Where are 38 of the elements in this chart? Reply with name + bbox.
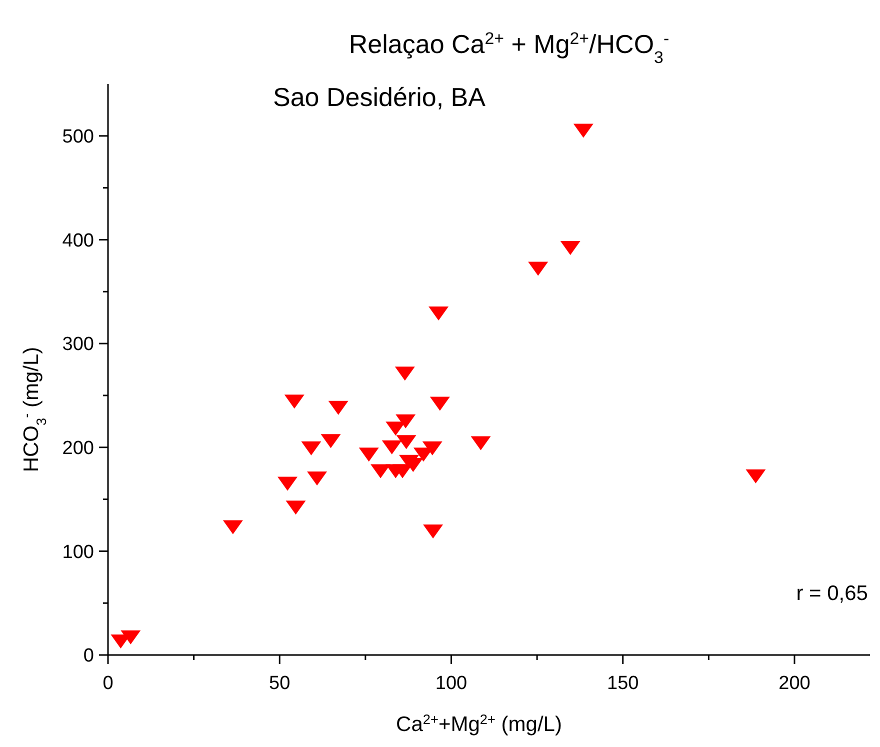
x-tick-label: 0 (102, 673, 114, 694)
point (394, 366, 415, 381)
x-axis-title: Ca$^{2+}$+Mg$^{2+}$ (mg/L) (396, 712, 562, 736)
point (396, 414, 416, 428)
point (278, 476, 298, 491)
point (423, 524, 444, 538)
point (396, 435, 416, 450)
x-tick-label: 200 (778, 673, 810, 694)
y-tick-label: 300 (62, 334, 94, 356)
y-tick-label: 200 (62, 438, 94, 460)
y-tick-label: 500 (62, 126, 94, 148)
point (573, 124, 594, 138)
point (470, 436, 491, 450)
point (428, 306, 449, 320)
y-tick-label: 100 (62, 542, 94, 563)
y-tick-label: 400 (62, 230, 94, 252)
point (358, 448, 379, 462)
x-tick-label: 100 (435, 673, 468, 694)
point (528, 262, 548, 276)
point (307, 472, 328, 486)
point (382, 440, 402, 454)
point (286, 500, 306, 515)
point (430, 396, 450, 411)
point (320, 434, 341, 448)
point (328, 400, 348, 415)
point (284, 394, 304, 409)
point (120, 630, 141, 644)
x-tick-label: 150 (607, 673, 639, 694)
chart-subtitle: Sao Desidério, BA (273, 82, 486, 112)
x-tick-label: 50 (269, 673, 290, 694)
point (301, 441, 322, 456)
point (422, 441, 442, 456)
annotation: r = 0,65 (796, 582, 868, 605)
point (222, 520, 243, 534)
point (746, 469, 766, 484)
y-tick-label: 0 (83, 646, 94, 667)
point (370, 464, 391, 478)
point (560, 241, 580, 256)
